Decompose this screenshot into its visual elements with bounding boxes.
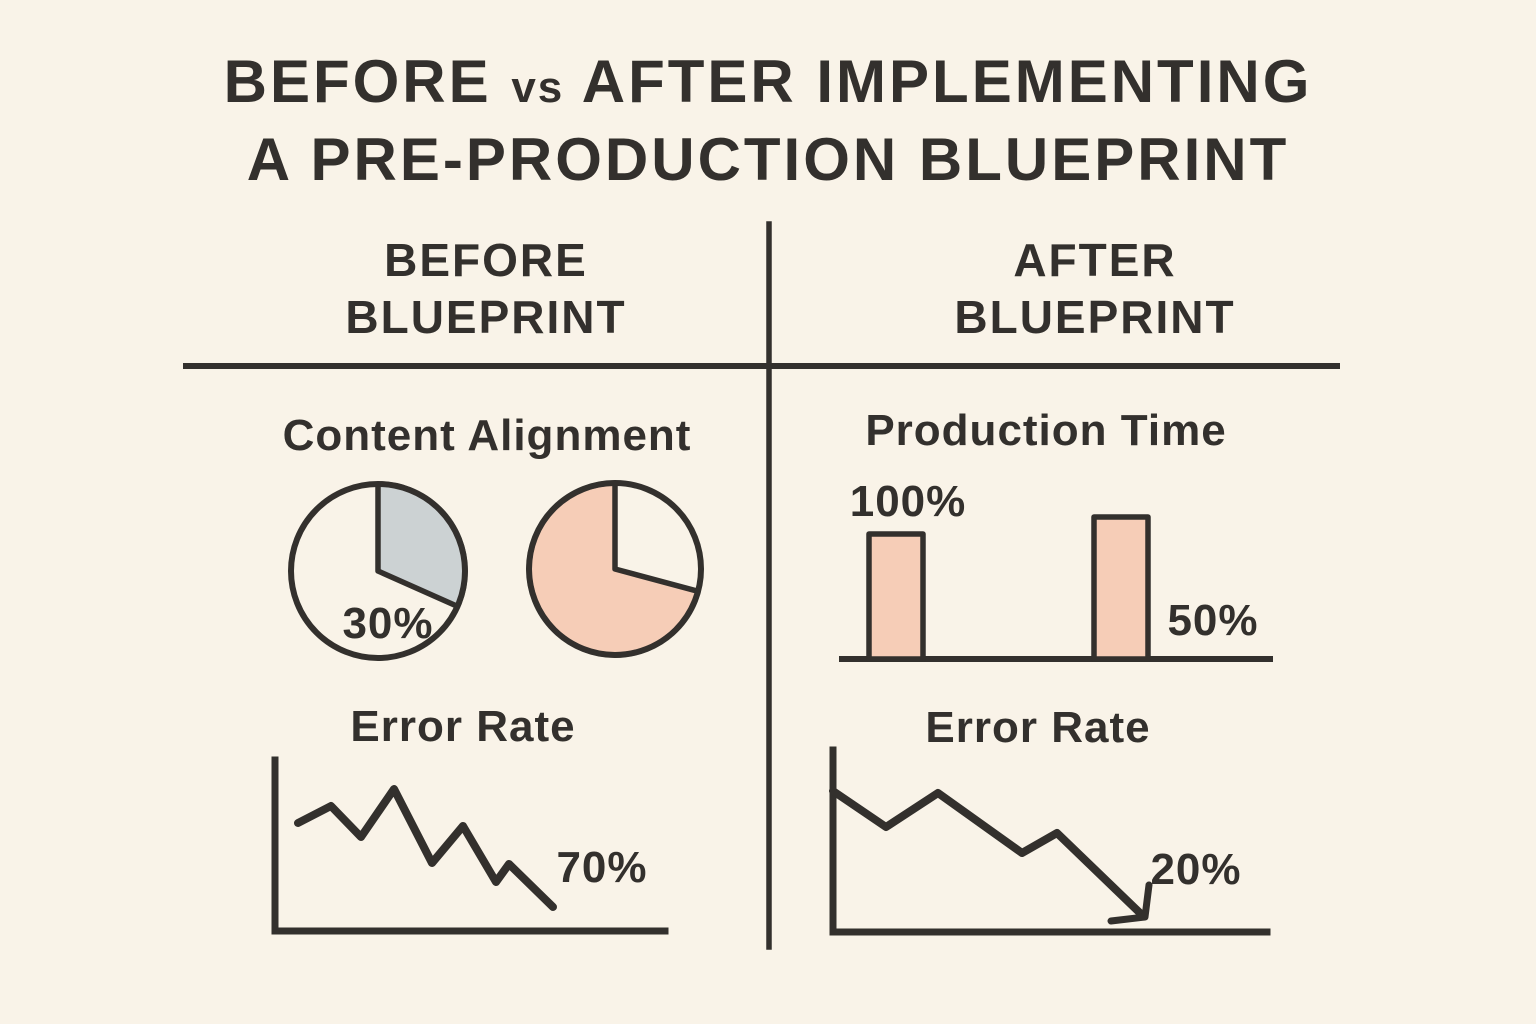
error-rate-20-percent-label: 20% bbox=[1150, 845, 1242, 894]
title-vs-word: vs bbox=[511, 63, 565, 112]
error-rate-after-heading: Error Rate bbox=[925, 703, 1151, 752]
error-after-axes bbox=[829, 746, 1271, 936]
bar-100-percent bbox=[866, 531, 926, 662]
error-after-trend-line bbox=[829, 787, 1144, 917]
bar-50-percent-label: 50% bbox=[1167, 596, 1259, 645]
title-before-word: BEFORE bbox=[223, 48, 492, 115]
pie-outline-left bbox=[288, 481, 468, 661]
title-line-1: BEFORE vs AFTER IMPLEMENTING bbox=[0, 46, 1536, 124]
production-time-heading: Production Time bbox=[865, 406, 1227, 455]
pie-chart-content-alignment-left bbox=[288, 481, 468, 661]
error-before-trend-line bbox=[294, 785, 557, 911]
error-rate-before-heading: Error Rate bbox=[350, 702, 576, 751]
content-alignment-heading: Content Alignment bbox=[282, 411, 692, 460]
after-header-line-1: AFTER bbox=[1013, 234, 1177, 286]
line-chart-error-rate-before bbox=[271, 756, 669, 935]
pie-30-percent-label: 30% bbox=[342, 599, 434, 648]
before-header-line-2: BLUEPRINT bbox=[345, 291, 627, 343]
down-arrowhead-icon bbox=[1107, 881, 1153, 925]
page-title: BEFORE vs AFTER IMPLEMENTING A PRE-PRODU… bbox=[0, 46, 1536, 196]
before-column-header: BEFORE BLUEPRINT bbox=[186, 232, 786, 346]
line-chart-error-rate-after bbox=[829, 746, 1271, 936]
bar-100-percent-label: 100% bbox=[849, 477, 967, 526]
pie-slice-gray-30 bbox=[375, 481, 468, 610]
pie-outline-right bbox=[526, 480, 704, 658]
bar-50-percent bbox=[1091, 514, 1151, 662]
after-header-line-2: BLUEPRINT bbox=[954, 291, 1236, 343]
before-header-line-1: BEFORE bbox=[384, 234, 588, 286]
title-line-2: A PRE-PRODUCTION BLUEPRINT bbox=[246, 126, 1290, 193]
title-after-words: AFTER IMPLEMENTING bbox=[581, 48, 1313, 115]
pie-chart-content-alignment-right bbox=[526, 480, 704, 658]
error-before-axes bbox=[271, 756, 669, 935]
error-rate-70-percent-label: 70% bbox=[556, 843, 648, 892]
bar-chart-production-time bbox=[839, 514, 1273, 662]
after-column-header: AFTER BLUEPRINT bbox=[795, 232, 1395, 346]
